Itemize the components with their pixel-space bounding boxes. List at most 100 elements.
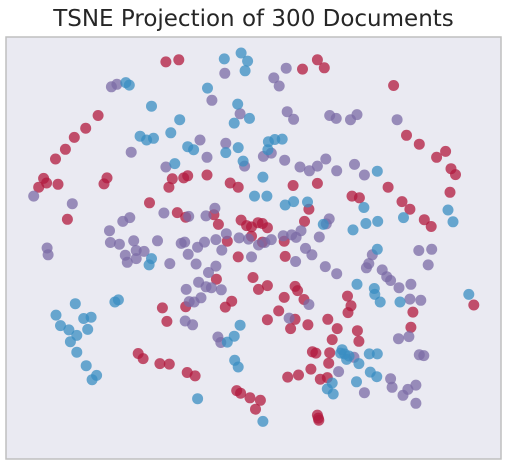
scatter-point-purple <box>363 258 375 270</box>
scatter-point-red <box>345 300 357 312</box>
chart-title: TSNE Projection of 300 Documents <box>53 6 454 32</box>
scatter-point-red <box>440 145 452 157</box>
scatter-point-purple <box>210 234 222 246</box>
scatter-point-blue <box>371 243 383 255</box>
points-layer <box>28 47 480 427</box>
scatter-point-red <box>342 290 353 302</box>
scatter-point-blue <box>279 199 291 211</box>
scatter-point-purple <box>180 283 192 295</box>
scatter-point-purple <box>158 207 170 219</box>
scatter-point-red <box>210 273 222 285</box>
scatter-point-purple <box>319 261 331 273</box>
scatter-point-red <box>154 358 166 370</box>
scatter-point-purple <box>128 235 140 247</box>
scatter-point-purple <box>358 169 370 181</box>
scatter-point-blue <box>257 415 269 427</box>
scatter-point-blue <box>82 323 94 335</box>
scatter-point-blue <box>463 288 475 300</box>
scatter-point-purple <box>330 112 342 124</box>
scatter-point-blue <box>232 98 244 110</box>
scatter-point-purple <box>320 153 332 165</box>
scatter-point-red <box>311 409 323 421</box>
scatter-point-red <box>173 54 185 66</box>
scatter-point-blue <box>64 336 76 348</box>
scatter-point-purple <box>113 238 125 250</box>
scatter-point-purple <box>125 146 137 158</box>
scatter-point-purple <box>331 268 343 280</box>
scatter-point-red <box>68 131 80 143</box>
scatter-point-blue <box>218 53 230 65</box>
scatter-point-red <box>279 250 291 262</box>
scatter-point-purple <box>349 158 360 170</box>
scatter-point-blue <box>249 190 260 202</box>
scatter-point-blue <box>288 196 300 208</box>
scatter-point-blue <box>85 311 97 323</box>
scatter-point-red <box>322 313 334 325</box>
scatter-point-purple <box>281 106 293 118</box>
scatter-point-purple <box>138 245 150 257</box>
scatter-point-purple <box>294 161 306 173</box>
scatter-point-red <box>80 122 92 134</box>
scatter-point-purple <box>391 114 403 126</box>
scatter-point-purple <box>410 379 422 391</box>
scatter-point-purple <box>187 319 199 331</box>
scatter-point-purple <box>164 258 176 270</box>
scatter-point-blue <box>112 294 124 306</box>
scatter-point-red <box>41 177 53 189</box>
scatter-point-red <box>305 363 317 375</box>
scatter-point-red <box>61 213 73 225</box>
scatter-point-blue <box>327 388 339 400</box>
scatter-point-purple <box>385 275 397 286</box>
scatter-point-red <box>407 306 419 318</box>
scatter-point-purple <box>42 249 54 261</box>
scatter-point-purple <box>415 294 427 306</box>
scatter-point-blue <box>235 47 247 59</box>
scatter-point-red <box>324 347 336 359</box>
scatter-point-red <box>273 305 285 317</box>
scatter-point-red <box>232 251 244 263</box>
scatter-point-purple <box>351 109 363 121</box>
scatter-point-blue <box>237 155 249 167</box>
scatter-point-purple <box>331 165 343 177</box>
scatter-point-red <box>156 302 168 314</box>
scatter-point-purple <box>386 381 398 393</box>
scatter-point-red <box>331 323 343 335</box>
scatter-point-blue <box>239 65 251 77</box>
scatter-point-blue <box>347 224 359 236</box>
scatter-point-blue <box>202 82 213 94</box>
scatter-point-purple <box>273 80 285 92</box>
scatter-point-purple <box>28 190 40 202</box>
scatter-point-purple <box>182 248 194 260</box>
scatter-point-blue <box>447 216 459 228</box>
scatter-point-purple <box>121 256 133 268</box>
scatter-point-purple <box>111 78 123 90</box>
scatter-point-red <box>250 403 261 415</box>
scatter-point-purple <box>206 94 218 106</box>
scatter-point-blue <box>228 117 240 129</box>
scatter-point-purple <box>410 397 422 409</box>
scatter-point-red <box>261 280 273 292</box>
scatter-point-red <box>144 197 155 209</box>
scatter-point-red <box>388 80 400 91</box>
scatter-point-purple <box>190 258 202 270</box>
scatter-point-red <box>282 371 294 383</box>
scatter-point-purple <box>385 373 397 385</box>
scatter-point-purple <box>306 249 318 261</box>
scatter-point-red <box>92 110 104 121</box>
scatter-point-purple <box>234 108 246 120</box>
scatter-point-blue <box>80 360 92 372</box>
scatter-point-purple <box>66 198 78 210</box>
scatter-point-blue <box>69 298 81 310</box>
scatter-point-purple <box>418 350 430 362</box>
scatter-point-blue <box>120 77 132 89</box>
scatter-point-blue <box>302 196 313 208</box>
scatter-point-red <box>413 138 425 150</box>
scatter-point-blue <box>188 144 200 156</box>
scatter-point-red <box>351 325 363 337</box>
scatter-point-red <box>52 178 64 190</box>
scatter-point-red <box>235 387 247 399</box>
scatter-point-red <box>431 151 443 163</box>
scatter-point-purple <box>393 333 404 345</box>
scatter-point-purple <box>179 236 191 248</box>
scatter-point-red <box>182 170 194 182</box>
